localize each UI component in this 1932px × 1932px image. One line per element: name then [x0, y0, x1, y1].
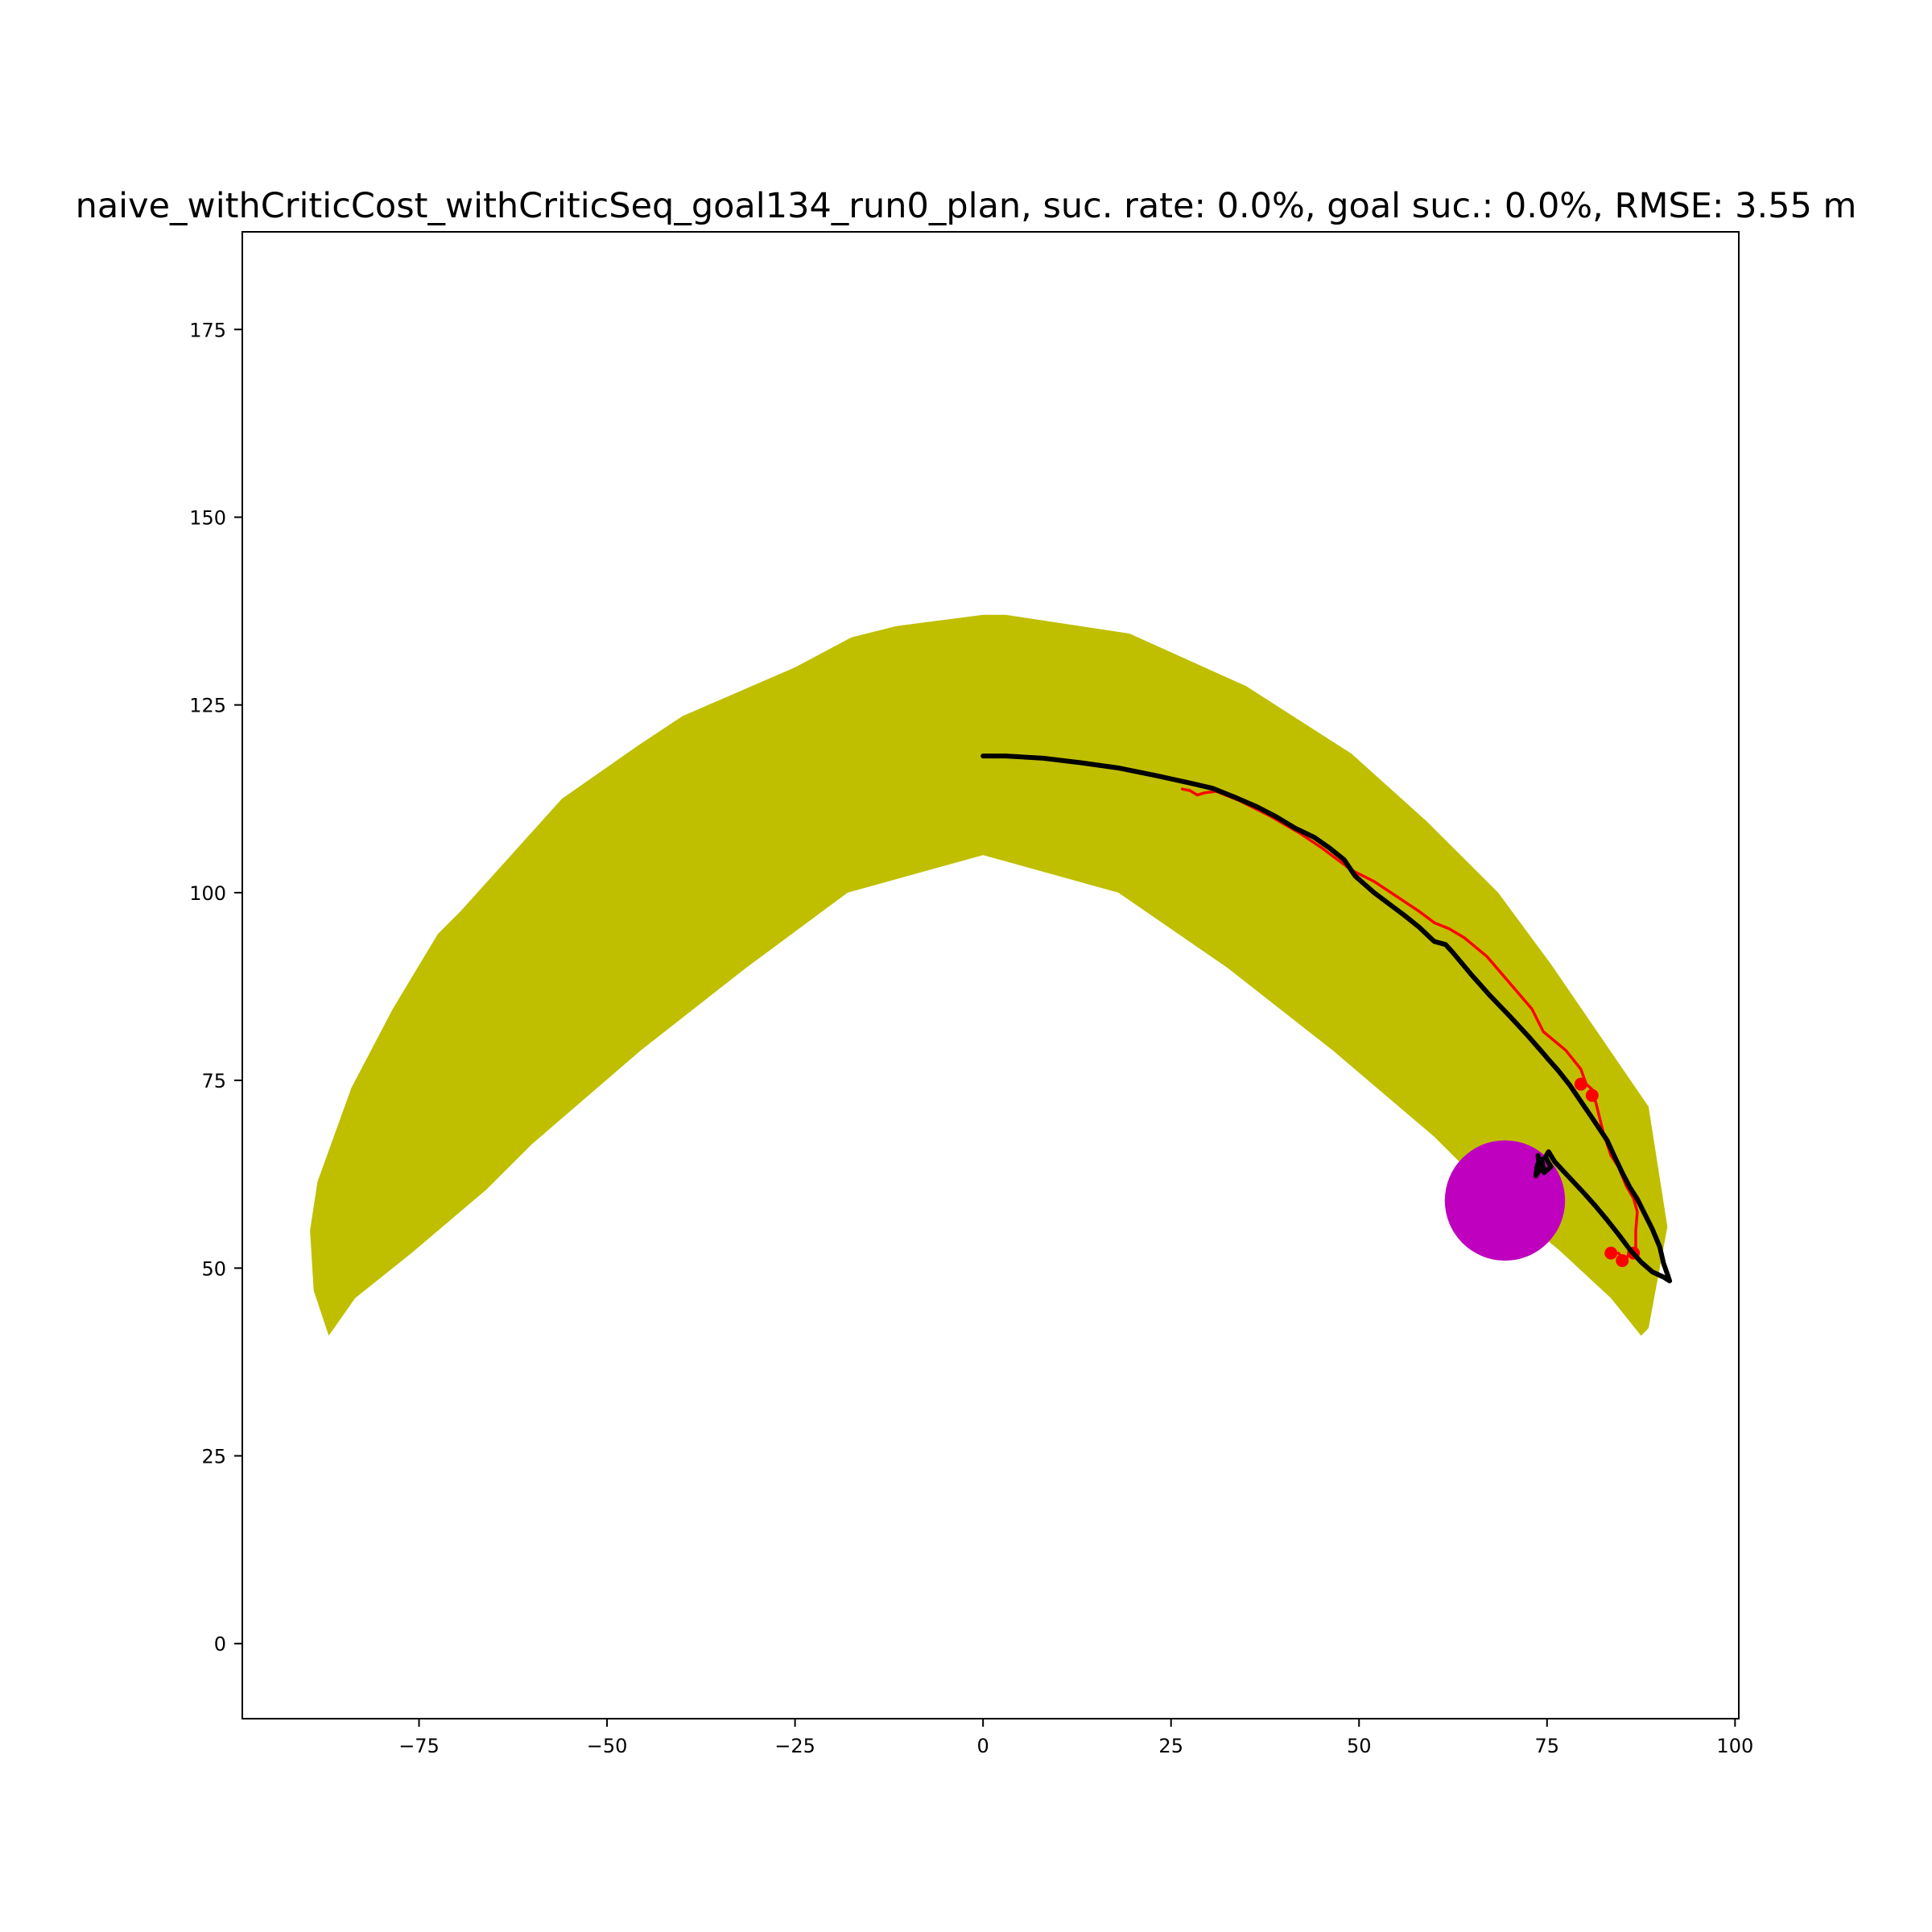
x-tick-label: 100 — [1716, 1735, 1753, 1757]
plot-content — [310, 614, 1673, 1336]
x-tick-label: 0 — [977, 1735, 989, 1757]
x-tick-label: 25 — [1158, 1735, 1183, 1757]
y-tick-label: 75 — [201, 1070, 226, 1092]
reference-marker-1 — [1585, 1088, 1599, 1102]
x-tick-label: −75 — [398, 1735, 440, 1757]
y-tick-label: 50 — [201, 1257, 226, 1280]
trajectory-path — [980, 753, 1673, 1284]
y-tick-label: 175 — [189, 319, 226, 341]
x-tick-label: −25 — [774, 1735, 815, 1757]
y-tick-label: 125 — [189, 695, 226, 717]
axes-frame — [242, 231, 1740, 1719]
reference-marker-0 — [1574, 1077, 1587, 1091]
x-tick-label: −50 — [587, 1735, 628, 1757]
reference-marker-3 — [1616, 1254, 1629, 1267]
y-tick-label: 25 — [201, 1446, 226, 1468]
axes: −75 −50 −25 0 25 50 75 100 0 25 50 75 100 125 150 175 — [189, 231, 1753, 1757]
drivable-region — [310, 614, 1668, 1336]
y-tick-label: 0 — [214, 1633, 226, 1656]
plot-area — [310, 614, 1673, 1336]
chart-title: naive_withCriticCost_withCriticSeq_goal1… — [76, 186, 1857, 226]
y-tick-label: 100 — [189, 882, 226, 905]
reference-marker-2 — [1604, 1246, 1618, 1260]
y-tick-label: 150 — [189, 506, 226, 529]
x-tick-label: 50 — [1347, 1735, 1372, 1757]
x-tick-label: 75 — [1535, 1735, 1560, 1757]
